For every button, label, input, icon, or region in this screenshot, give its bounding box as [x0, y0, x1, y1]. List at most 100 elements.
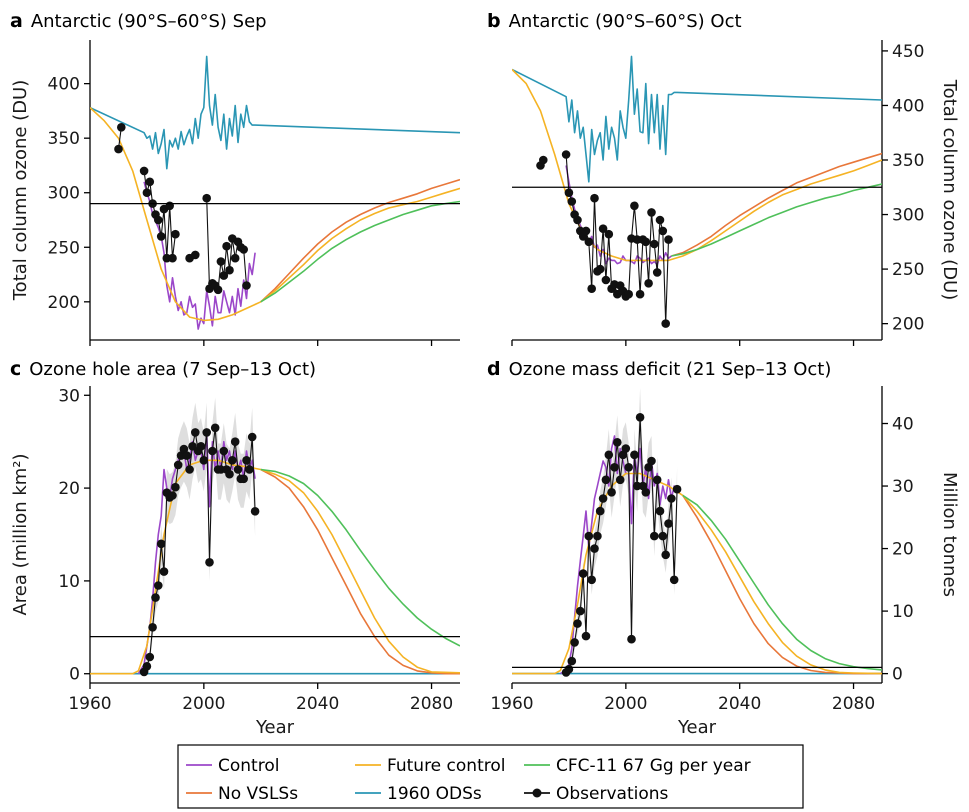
observation-point — [650, 239, 659, 249]
series-line-control — [143, 181, 256, 330]
legend-marker — [532, 788, 542, 798]
observation-point — [196, 442, 206, 451]
observation-point — [604, 229, 614, 239]
observation-point — [210, 423, 220, 433]
observation-point — [601, 275, 611, 285]
y-tick-label: 350 — [892, 151, 924, 171]
observation-point — [191, 250, 200, 260]
series-line-no-vslss — [671, 152, 882, 257]
observation-point — [142, 188, 152, 197]
y-axis-label: Total column ozone (DU) — [939, 79, 960, 301]
observation-point — [621, 444, 631, 453]
plot-area — [512, 387, 882, 677]
observation-point — [154, 581, 163, 590]
observation-point — [219, 446, 229, 456]
x-tick-label: 2000 — [182, 694, 225, 714]
series-line-1960-odss — [90, 55, 460, 170]
observation-point — [216, 257, 226, 266]
panel-letter: a — [10, 10, 23, 32]
observation-point — [567, 197, 577, 206]
series-line-future-control — [90, 107, 460, 322]
observation-point — [573, 215, 582, 225]
observation-point — [584, 237, 594, 247]
series-line-1960-odss — [512, 55, 882, 183]
observation-point — [630, 201, 639, 211]
observation-point — [615, 475, 625, 485]
observation-point — [590, 193, 599, 203]
observation-point — [213, 285, 223, 295]
observation-point — [239, 474, 248, 484]
observation-point — [587, 575, 596, 585]
observation-point — [250, 507, 260, 516]
y-axis-label: Million tonnes — [939, 472, 960, 597]
observations-line — [565, 417, 678, 673]
observation-point — [655, 215, 665, 225]
observation-point — [672, 484, 682, 494]
panel-d: d Ozone mass deficit (21 Sep–13 Oct) 1960 2… — [487, 358, 960, 738]
x-tick-label: 1960 — [68, 694, 111, 714]
observation-point — [179, 444, 189, 454]
legend-item: No VSLSs — [186, 784, 298, 804]
panel-b: b Antarctic (90°S–60°S) Oct 200 250 300 350 40… — [487, 10, 960, 346]
panel-title-a: a Antarctic (90°S–60°S) Sep — [10, 10, 267, 32]
observation-point — [669, 575, 679, 585]
observation-point — [242, 456, 251, 465]
legend-label: Future control — [387, 756, 505, 776]
observation-point — [199, 456, 209, 465]
legend-label: Observations — [556, 784, 669, 804]
series-line-control — [565, 165, 672, 266]
observation-point — [664, 519, 673, 528]
observation-point — [624, 289, 633, 299]
x-tick-label: 2080 — [410, 694, 453, 714]
observation-point — [647, 208, 656, 217]
observation-point — [156, 539, 166, 549]
observation-point — [182, 451, 192, 460]
observation-point — [635, 289, 645, 299]
panel-title-text: Ozone hole area (7 Sep–13 Oct) — [29, 359, 316, 380]
y-tick-label: 300 — [892, 206, 924, 226]
observation-point — [205, 558, 214, 567]
observation-point — [564, 664, 574, 674]
panel-letter: d — [487, 358, 501, 380]
x-axis-label: Year — [677, 717, 717, 738]
observation-point — [171, 229, 180, 239]
observation-point — [658, 226, 668, 236]
observation-point — [661, 550, 670, 560]
observation-point — [564, 188, 574, 197]
panel-a: a Antarctic (90°S–60°S) Sep 200 250 300 350 40… — [10, 10, 460, 346]
legend-item: Observations — [524, 784, 669, 804]
series-line-future-control — [90, 459, 460, 675]
legend-label: CFC-11 67 Gg per year — [556, 756, 751, 776]
observation-point — [114, 144, 123, 154]
observation-point — [185, 465, 194, 474]
y-tick-label: 0 — [69, 665, 80, 685]
observation-point — [655, 506, 665, 516]
observation-point — [239, 245, 248, 254]
observation-point — [225, 265, 234, 275]
observation-point — [139, 166, 149, 176]
observation-point — [168, 253, 177, 263]
observation-point — [604, 450, 614, 460]
plot-area — [90, 55, 460, 330]
observation-point — [658, 531, 668, 541]
y-tick-label: 300 — [48, 184, 80, 204]
observation-point — [154, 215, 163, 225]
observation-point — [598, 224, 608, 233]
panel-title-c: c Ozone hole area (7 Sep–13 Oct) — [10, 358, 316, 380]
legend-frame — [177, 744, 804, 809]
observation-point — [171, 482, 180, 492]
x-tick-label: 1960 — [490, 694, 533, 714]
observation-point — [561, 150, 571, 159]
observation-point — [590, 544, 599, 553]
y-tick-label: 350 — [48, 129, 80, 149]
observation-point — [635, 413, 645, 422]
observation-point — [598, 494, 608, 503]
observation-point — [208, 446, 217, 456]
observation-point — [145, 177, 155, 187]
observation-point — [151, 593, 160, 602]
observation-point — [627, 634, 636, 644]
observation-point — [581, 226, 591, 236]
observation-point — [156, 232, 166, 241]
series-line-cfc-11-67-gg-per-year — [260, 468, 460, 647]
observation-point — [601, 475, 611, 485]
